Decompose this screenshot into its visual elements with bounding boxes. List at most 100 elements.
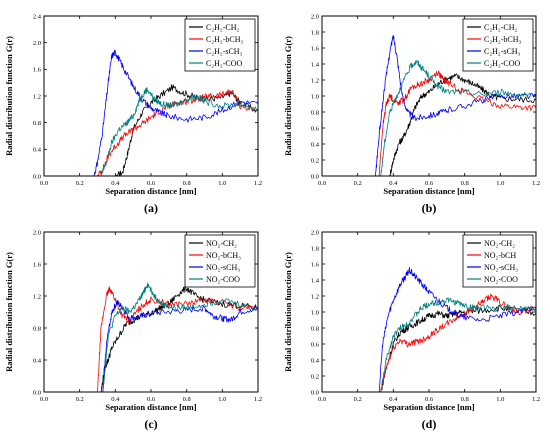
x-tick-label: 0.6: [425, 180, 434, 187]
legend-entry: C₂H₂-bCH₃: [484, 35, 521, 44]
x-tick-label: 0.0: [40, 396, 48, 403]
x-tick-label: 1.2: [532, 396, 540, 403]
y-axis-label: Radial distribution function G(r): [283, 36, 293, 156]
y-tick-label: 1.0: [311, 309, 319, 316]
legend-box: [462, 18, 534, 72]
y-tick-label: 1.4: [311, 277, 320, 284]
legend-entry: NO₂-CH₂: [206, 239, 237, 248]
x-tick-label: 1.2: [254, 396, 262, 403]
y-tick-label: 1.8: [311, 245, 319, 252]
y-tick-label: 0.2: [311, 157, 319, 164]
x-tick-label: 0.0: [318, 396, 326, 403]
y-tick-label: 2.0: [311, 13, 319, 20]
series-line-1: [322, 305, 537, 393]
x-tick-label: 0.8: [461, 180, 469, 187]
panel-label: (a): [144, 201, 158, 215]
series-line-1: [44, 84, 259, 177]
chart-panel-2: 0.0 0.2 0.4 0.6 0.8 1.0 1.2 0.0 0.2 0.4 0.6 0.8 1.0 1…: [283, 13, 540, 215]
legend-entry: NO₂-bCH₃: [206, 251, 241, 260]
legend-box: [462, 234, 534, 288]
y-tick-label: 0.2: [311, 373, 319, 380]
x-tick-label: 0.2: [76, 180, 84, 187]
legend: C₂H₂-CH₂ C₂H₂-bCH₃ C₂H₂-sCH₃ C₂H₂-COO: [462, 18, 534, 72]
legend-entry: C₂H₂-sCH₃: [484, 47, 521, 56]
x-tick-label: 0.6: [147, 396, 156, 403]
series-line-2: [322, 70, 537, 177]
series-line-2: [322, 293, 537, 393]
x-tick-label: 1.0: [496, 396, 504, 403]
chart-panel-3: 0.0 0.2 0.4 0.6 0.8 1.0 1.2 0.0 0.4 0.8 1.2 1.6 2.0 S…: [4, 229, 262, 431]
legend-box: [184, 234, 256, 288]
x-tick-label: 1.2: [254, 180, 262, 187]
legend-entry: NO₂-COO: [484, 275, 518, 284]
legend: NO₂-CH₂ NO₂-bCH₃ NO₂-sCH₃ NO₂-COO: [184, 234, 256, 288]
series-line-3: [322, 266, 537, 393]
x-tick-label: 1.0: [496, 180, 504, 187]
x-axis-label: Separation distance [nm]: [383, 402, 474, 412]
legend-entry: NO₂-sCH₃: [206, 263, 240, 272]
y-tick-label: 0.4: [311, 141, 320, 148]
x-tick-label: 0.8: [183, 180, 191, 187]
legend-entry: C₂H₂-COO: [484, 59, 520, 68]
y-tick-label: 2.0: [311, 229, 319, 236]
y-tick-label: 2.0: [33, 229, 41, 236]
x-tick-label: 1.0: [218, 180, 226, 187]
y-tick-label: 0.0: [311, 173, 319, 180]
y-tick-label: 1.4: [311, 61, 320, 68]
y-tick-label: 2.4: [33, 13, 42, 20]
x-tick-label: 0.2: [354, 180, 362, 187]
x-tick-label: 0.0: [318, 180, 326, 187]
y-axis-label: Radial distribution function G(r): [283, 252, 293, 372]
y-tick-label: 0.0: [311, 389, 319, 396]
x-axis-label: Separation distance [nm]: [383, 186, 474, 196]
x-tick-label: 0.6: [147, 180, 156, 187]
series-line-2: [44, 89, 259, 177]
legend: C₂H₂-CH₂ C₂H₂-bCH₃ C₂H₂-sCH₃ C₂H₂-COO: [184, 18, 256, 72]
series-line-3: [322, 34, 537, 177]
y-tick-label: 0.8: [311, 109, 319, 116]
legend-entry: C₂H₂-CH₂: [484, 23, 517, 32]
y-tick-label: 0.8: [33, 120, 41, 127]
y-axis-label: Radial distribution function G(r): [4, 252, 14, 372]
legend-entry: NO₂-bCH: [484, 251, 516, 260]
x-tick-label: 0.0: [40, 180, 48, 187]
legend-entry: C₂H₂-COO: [206, 59, 242, 68]
series-line-2: [44, 286, 259, 393]
series-line-4: [322, 60, 537, 177]
series-line-3: [44, 299, 259, 393]
y-tick-label: 0.6: [311, 341, 320, 348]
y-tick-label: 1.6: [311, 45, 320, 52]
y-tick-label: 1.2: [311, 77, 319, 84]
chart-panel-1: 0.0 0.2 0.4 0.6 0.8 1.0 1.2 0.0 0.4 0.8 1.2 1.6 2.0 2…: [4, 13, 262, 215]
legend-entry: C₂H₂-sCH₃: [206, 47, 243, 56]
y-tick-label: 1.6: [311, 261, 320, 268]
y-tick-label: 0.0: [33, 389, 41, 396]
y-tick-label: 0.4: [33, 357, 42, 364]
y-tick-label: 0.8: [311, 325, 319, 332]
x-tick-label: 0.2: [354, 396, 362, 403]
y-tick-label: 2.0: [33, 40, 41, 47]
legend-box: [184, 18, 256, 72]
y-axis-label: Radial distribution function G(r): [4, 36, 14, 156]
x-tick-label: 0.2: [76, 396, 84, 403]
x-tick-label: 0.8: [461, 396, 469, 403]
series-line-4: [44, 282, 259, 393]
x-tick-label: 0.4: [389, 396, 398, 403]
legend: NO₂-CH₂ NO₂-bCH NO₂-sCH₃ NO₂-COO: [462, 234, 534, 288]
y-tick-label: 0.6: [311, 125, 320, 132]
series-line-4: [322, 297, 537, 393]
x-tick-label: 0.6: [425, 396, 434, 403]
y-tick-label: 0.4: [311, 357, 320, 364]
y-tick-label: 1.8: [311, 29, 319, 36]
legend-entry: NO₂-COO: [206, 275, 240, 284]
legend-entry: C₂H₂-bCH₃: [206, 35, 243, 44]
x-tick-label: 1.2: [532, 180, 540, 187]
series-line-4: [44, 87, 259, 177]
y-tick-label: 0.0: [33, 173, 41, 180]
panel-label: (b): [422, 201, 437, 215]
legend-entry: C₂H₂-CH₂: [206, 23, 239, 32]
x-tick-label: 0.4: [111, 180, 120, 187]
x-tick-label: 1.0: [218, 396, 226, 403]
x-axis-label: Separation distance [nm]: [105, 186, 196, 196]
